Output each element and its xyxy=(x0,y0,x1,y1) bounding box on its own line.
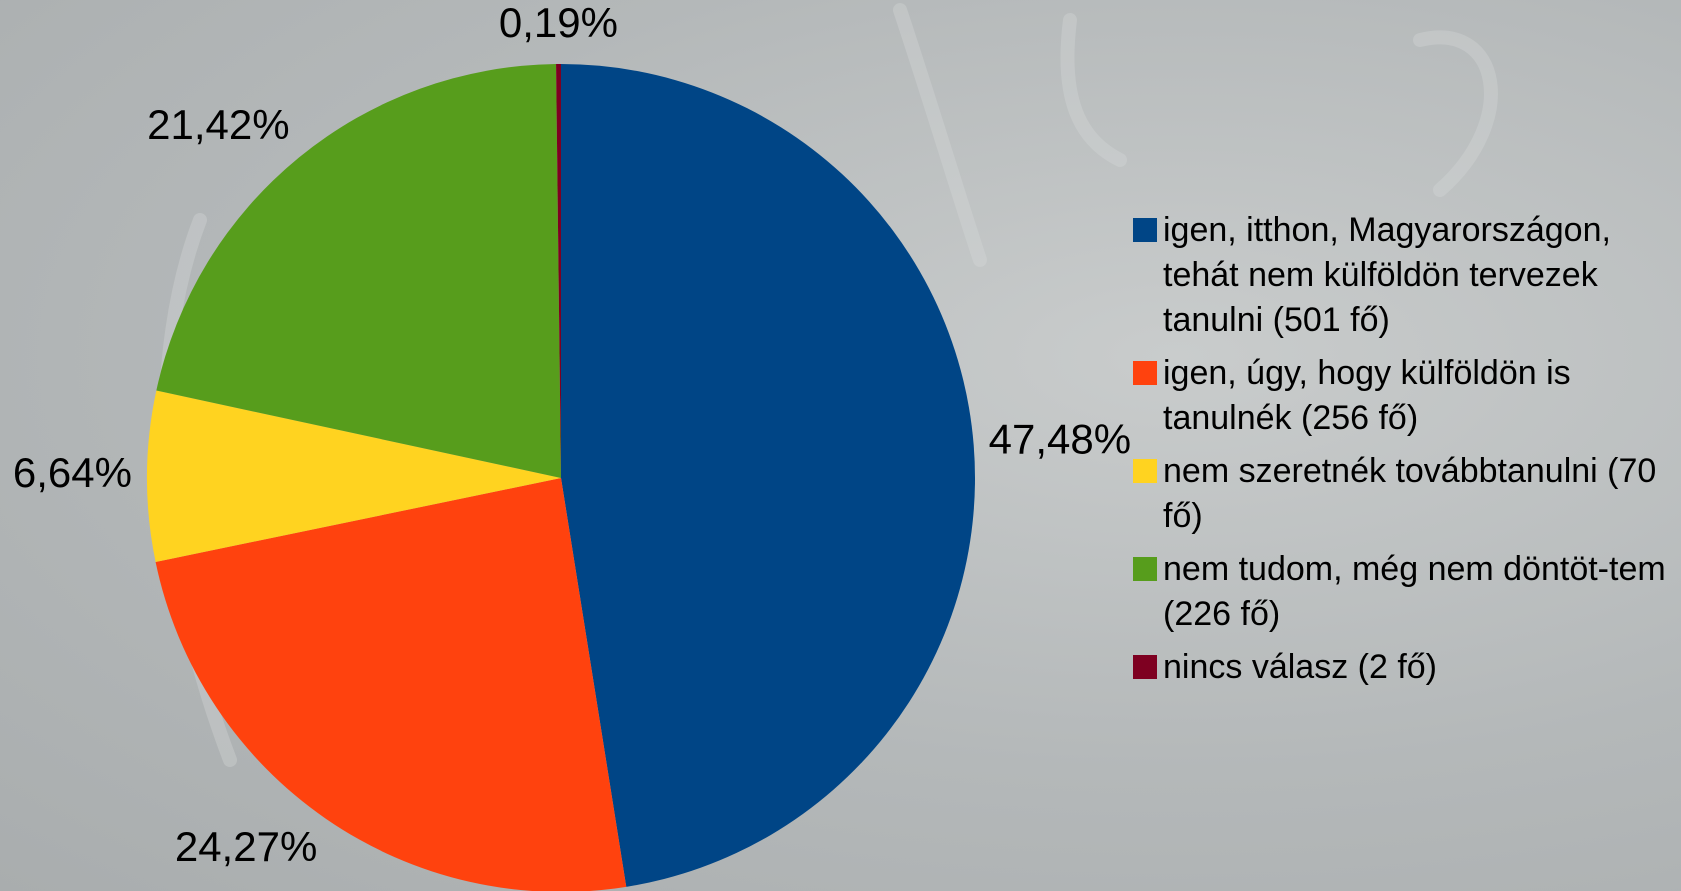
legend: igen, itthon, Magyarországon, tehát nem … xyxy=(1133,208,1673,698)
legend-item: nem tudom, még nem döntöt-tem (226 fő) xyxy=(1133,547,1673,637)
legend-item: igen, itthon, Magyarországon, tehát nem … xyxy=(1133,208,1673,343)
legend-swatch xyxy=(1133,218,1157,242)
legend-label: nincs válasz (2 fő) xyxy=(1163,645,1437,690)
legend-label: nem szeretnék továbbtanulni (70 fő) xyxy=(1163,449,1673,539)
data-label: 24,27% xyxy=(175,823,317,870)
data-label: 6,64% xyxy=(13,449,132,496)
data-label: 0,19% xyxy=(499,0,618,46)
legend-swatch xyxy=(1133,557,1157,581)
legend-label: igen, itthon, Magyarországon, tehát nem … xyxy=(1163,208,1673,343)
legend-item: nem szeretnék továbbtanulni (70 fő) xyxy=(1133,449,1673,539)
page: 47,48% 24,27% 6,64% 21,42% 0,19% igen, ittho… xyxy=(0,0,1681,891)
legend-swatch xyxy=(1133,655,1157,679)
legend-label: nem tudom, még nem döntöt-tem (226 fő) xyxy=(1163,547,1673,637)
pie-slice xyxy=(561,64,975,887)
legend-label: igen, úgy, hogy külföldön is tanulnék (2… xyxy=(1163,351,1673,441)
data-label: 47,48% xyxy=(989,415,1131,462)
legend-swatch xyxy=(1133,459,1157,483)
legend-item: nincs válasz (2 fő) xyxy=(1133,645,1673,690)
data-label: 21,42% xyxy=(147,101,289,148)
legend-item: igen, úgy, hogy külföldön is tanulnék (2… xyxy=(1133,351,1673,441)
legend-swatch xyxy=(1133,361,1157,385)
